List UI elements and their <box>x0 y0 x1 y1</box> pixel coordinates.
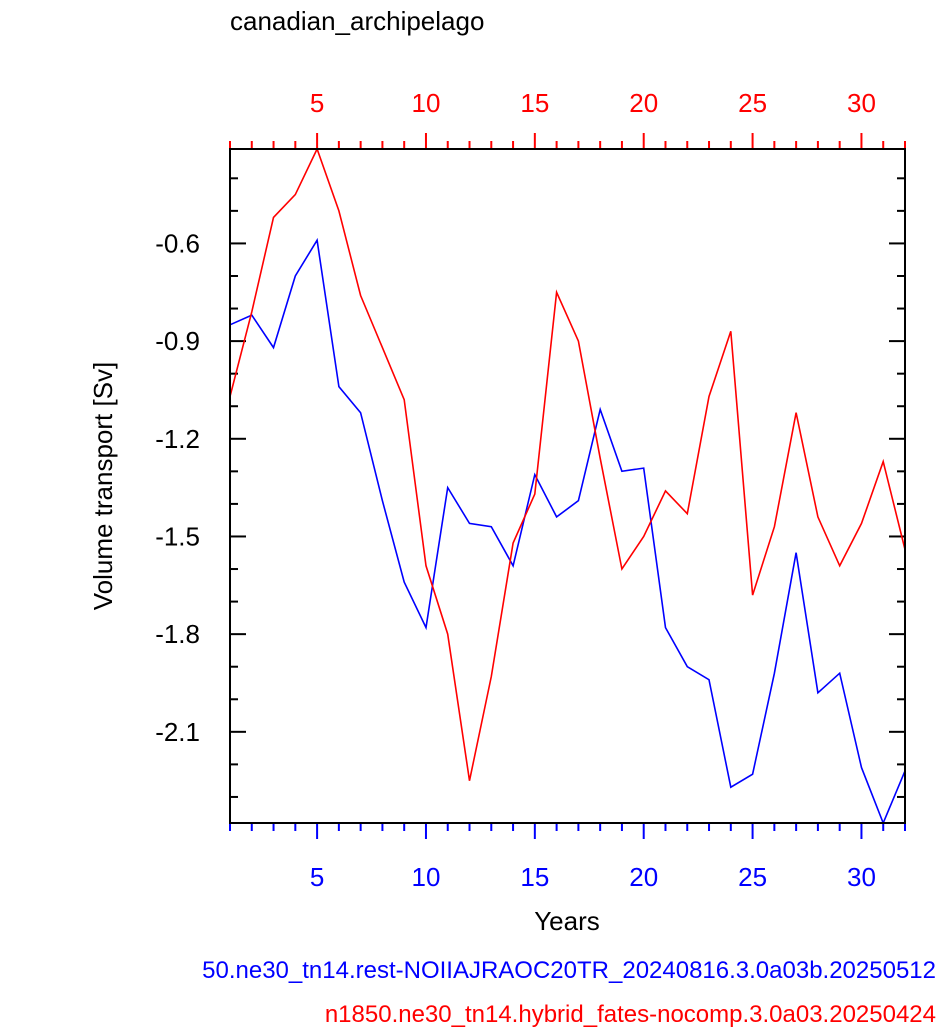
bottom-tick-label: 20 <box>629 862 658 892</box>
series-line-red <box>229 146 906 781</box>
top-tick-label: 15 <box>520 88 549 118</box>
plot-frame <box>229 148 906 824</box>
y-tick-label: -0.6 <box>155 228 200 258</box>
bottom-tick-label: 10 <box>412 862 441 892</box>
y-tick-label: -1.2 <box>155 424 200 454</box>
top-axis-ticks <box>229 133 906 149</box>
y-axis-label: Volume transport [Sv] <box>88 362 118 611</box>
bottom-tick-label: 25 <box>738 862 767 892</box>
left-axis-ticks <box>230 177 246 798</box>
series-line-blue <box>229 237 906 826</box>
top-tick-label: 25 <box>738 88 767 118</box>
bottom-axis-ticks <box>229 823 906 839</box>
bottom-tick-label: 15 <box>520 862 549 892</box>
y-tick-label: -2.1 <box>155 717 200 747</box>
bottom-tick-label: 30 <box>847 862 876 892</box>
y-tick-label: -1.8 <box>155 619 200 649</box>
top-tick-label: 5 <box>310 88 324 118</box>
left-axis-tick-labels: -0.6 -0.9 -1.2 -1.5 -1.8 -2.1 <box>155 228 200 746</box>
y-tick-label: -0.9 <box>155 326 200 356</box>
top-tick-label: 10 <box>412 88 441 118</box>
series-layer <box>229 146 906 826</box>
legend-line-2: n1850.ne30_tn14.hybrid_fates-nocomp.3.0a… <box>325 1001 936 1028</box>
top-tick-label: 30 <box>847 88 876 118</box>
chart-title: canadian_archipelago <box>230 6 484 36</box>
bottom-axis-tick-labels: 5 10 15 20 25 30 <box>310 862 876 892</box>
bottom-tick-label: 5 <box>310 862 324 892</box>
y-tick-label: -1.5 <box>155 521 200 551</box>
legend-line-1: 50.ne30_tn14.rest-NOIIAJRAOC20TR_2024081… <box>202 957 936 984</box>
right-axis-ticks <box>889 177 905 798</box>
x-axis-label: Years <box>534 906 600 936</box>
top-axis-tick-labels: 5 10 15 20 25 30 <box>310 88 876 118</box>
top-tick-label: 20 <box>629 88 658 118</box>
